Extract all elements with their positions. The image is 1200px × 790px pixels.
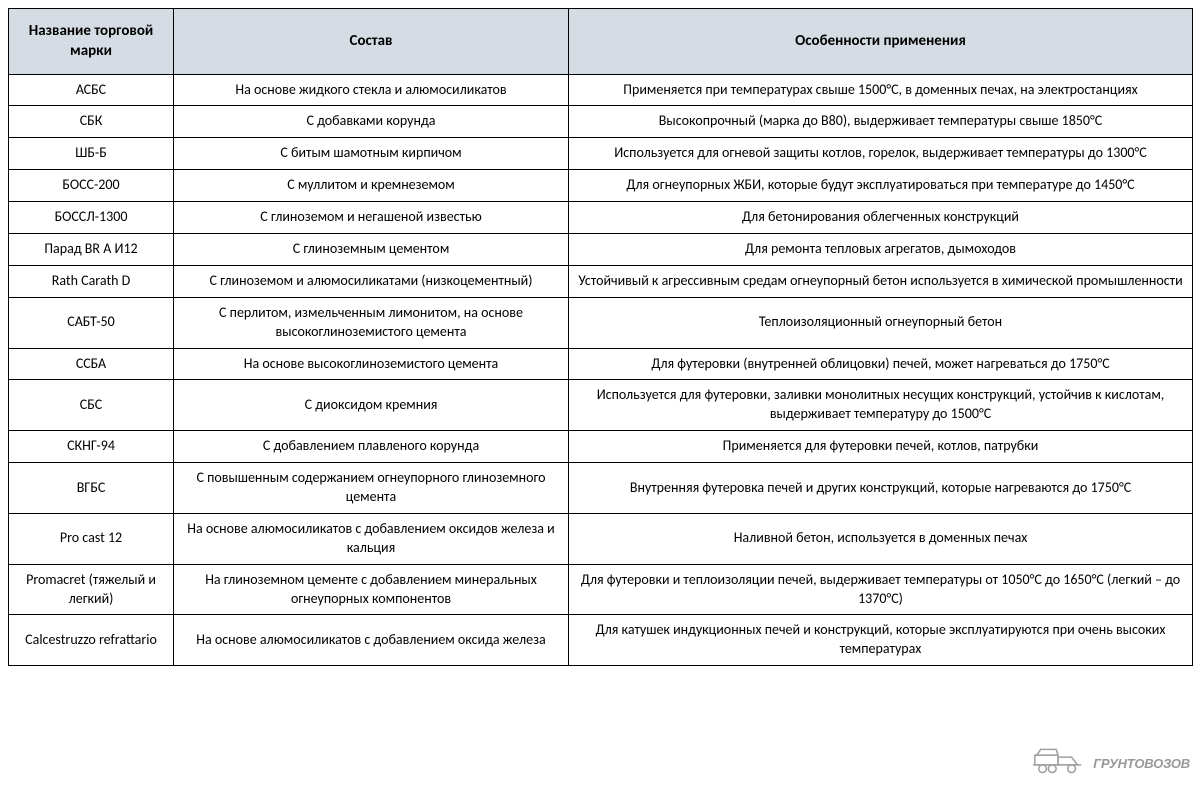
table-row: Rath Carath DС глиноземом и алюмосиликат… (9, 265, 1193, 297)
cell-features: Для катушек индукционных печей и констру… (569, 615, 1193, 666)
cell-composition: С добавлением плавленого корунда (174, 431, 569, 463)
cell-composition: На глиноземном цементе с добавлением мин… (174, 564, 569, 615)
cell-features: Наливной бетон, используется в доменных … (569, 513, 1193, 564)
cell-brand: ВГБС (9, 463, 174, 514)
table-row: Pro cast 12На основе алюмосиликатов с до… (9, 513, 1193, 564)
cell-brand: АСБС (9, 74, 174, 106)
table-row: Парад BR A И12С глиноземным цементомДля … (9, 233, 1193, 265)
cell-brand: Promacret (тяжелый и легкий) (9, 564, 174, 615)
cell-composition: С глиноземом и негашеной известью (174, 202, 569, 234)
table-row: БОССЛ-1300С глиноземом и негашеной извес… (9, 202, 1193, 234)
table-row: Promacret (тяжелый и легкий)На глиноземн… (9, 564, 1193, 615)
cell-composition: На основе алюмосиликатов с добавлением о… (174, 513, 569, 564)
cell-composition: На основе алюмосиликатов с добавлением о… (174, 615, 569, 666)
table-row: СБКС добавками корундаВысокопрочный (мар… (9, 106, 1193, 138)
cell-brand: БОССЛ-1300 (9, 202, 174, 234)
cell-composition: На основе жидкого стекла и алюмосиликато… (174, 74, 569, 106)
refractory-concrete-table: Название торговой марки Состав Особеннос… (8, 8, 1193, 666)
table-header-row: Название торговой марки Состав Особеннос… (9, 9, 1193, 75)
cell-composition: С глиноземным цементом (174, 233, 569, 265)
cell-features: Высокопрочный (марка до В80), выдерживае… (569, 106, 1193, 138)
cell-brand: Pro cast 12 (9, 513, 174, 564)
table-row: САБТ-50С перлитом, измельченным лимонито… (9, 297, 1193, 348)
cell-brand: СБК (9, 106, 174, 138)
cell-features: Для футеровки (внутренней облицовки) печ… (569, 348, 1193, 380)
cell-composition: С перлитом, измельченным лимонитом, на о… (174, 297, 569, 348)
cell-composition: С глиноземом и алюмосиликатами (низкоцем… (174, 265, 569, 297)
cell-brand: Rath Carath D (9, 265, 174, 297)
cell-brand: ШБ-Б (9, 138, 174, 170)
watermark: ГРУНТОВОЗОВ (1031, 745, 1190, 782)
cell-features: Теплоизоляционный огнеупорный бетон (569, 297, 1193, 348)
cell-brand: Парад BR A И12 (9, 233, 174, 265)
cell-composition: С повышенным содержанием огнеупорного гл… (174, 463, 569, 514)
table-row: ВГБСС повышенным содержанием огнеупорног… (9, 463, 1193, 514)
table-row: СБСС диоксидом кремнияИспользуется для ф… (9, 380, 1193, 431)
table-row: АСБСНа основе жидкого стекла и алюмосили… (9, 74, 1193, 106)
cell-composition: На основе высокоглиноземистого цемента (174, 348, 569, 380)
table-body: АСБСНа основе жидкого стекла и алюмосили… (9, 74, 1193, 666)
cell-features: Для огнеупорных ЖБИ, которые будут экспл… (569, 170, 1193, 202)
table-row: СКНГ-94С добавлением плавленого корундаП… (9, 431, 1193, 463)
cell-brand: ССБА (9, 348, 174, 380)
cell-brand: САБТ-50 (9, 297, 174, 348)
cell-features: Применяется для футеровки печей, котлов,… (569, 431, 1193, 463)
cell-composition: С битым шамотным кирпичом (174, 138, 569, 170)
cell-features: Для футеровки и теплоизоляции печей, выд… (569, 564, 1193, 615)
cell-brand: СКНГ-94 (9, 431, 174, 463)
watermark-text: ГРУНТОВОЗОВ (1093, 756, 1190, 771)
table-row: БОСС-200С муллитом и кремнеземомДля огне… (9, 170, 1193, 202)
cell-composition: С добавками корунда (174, 106, 569, 138)
column-header-brand: Название торговой марки (9, 9, 174, 75)
table-row: ШБ-БС битым шамотным кирпичомИспользуетс… (9, 138, 1193, 170)
column-header-features: Особенности применения (569, 9, 1193, 75)
table-row: ССБАНа основе высокоглиноземистого цемен… (9, 348, 1193, 380)
cell-features: Устойчивый к агрессивным средам огнеупор… (569, 265, 1193, 297)
cell-brand: СБС (9, 380, 174, 431)
cell-features: Применяется при температурах свыше 1500°… (569, 74, 1193, 106)
cell-features: Для бетонирования облегченных конструкци… (569, 202, 1193, 234)
cell-composition: С муллитом и кремнеземом (174, 170, 569, 202)
cell-brand: Calcestruzzo refrattario (9, 615, 174, 666)
cell-features: Для ремонта тепловых агрегатов, дымоходо… (569, 233, 1193, 265)
cell-features: Внутренняя футеровка печей и других конс… (569, 463, 1193, 514)
cell-composition: С диоксидом кремния (174, 380, 569, 431)
column-header-composition: Состав (174, 9, 569, 75)
dump-truck-icon (1031, 745, 1089, 782)
cell-brand: БОСС-200 (9, 170, 174, 202)
cell-features: Используется для огневой защиты котлов, … (569, 138, 1193, 170)
table-row: Calcestruzzo refrattarioНа основе алюмос… (9, 615, 1193, 666)
cell-features: Используется для футеровки, заливки моно… (569, 380, 1193, 431)
